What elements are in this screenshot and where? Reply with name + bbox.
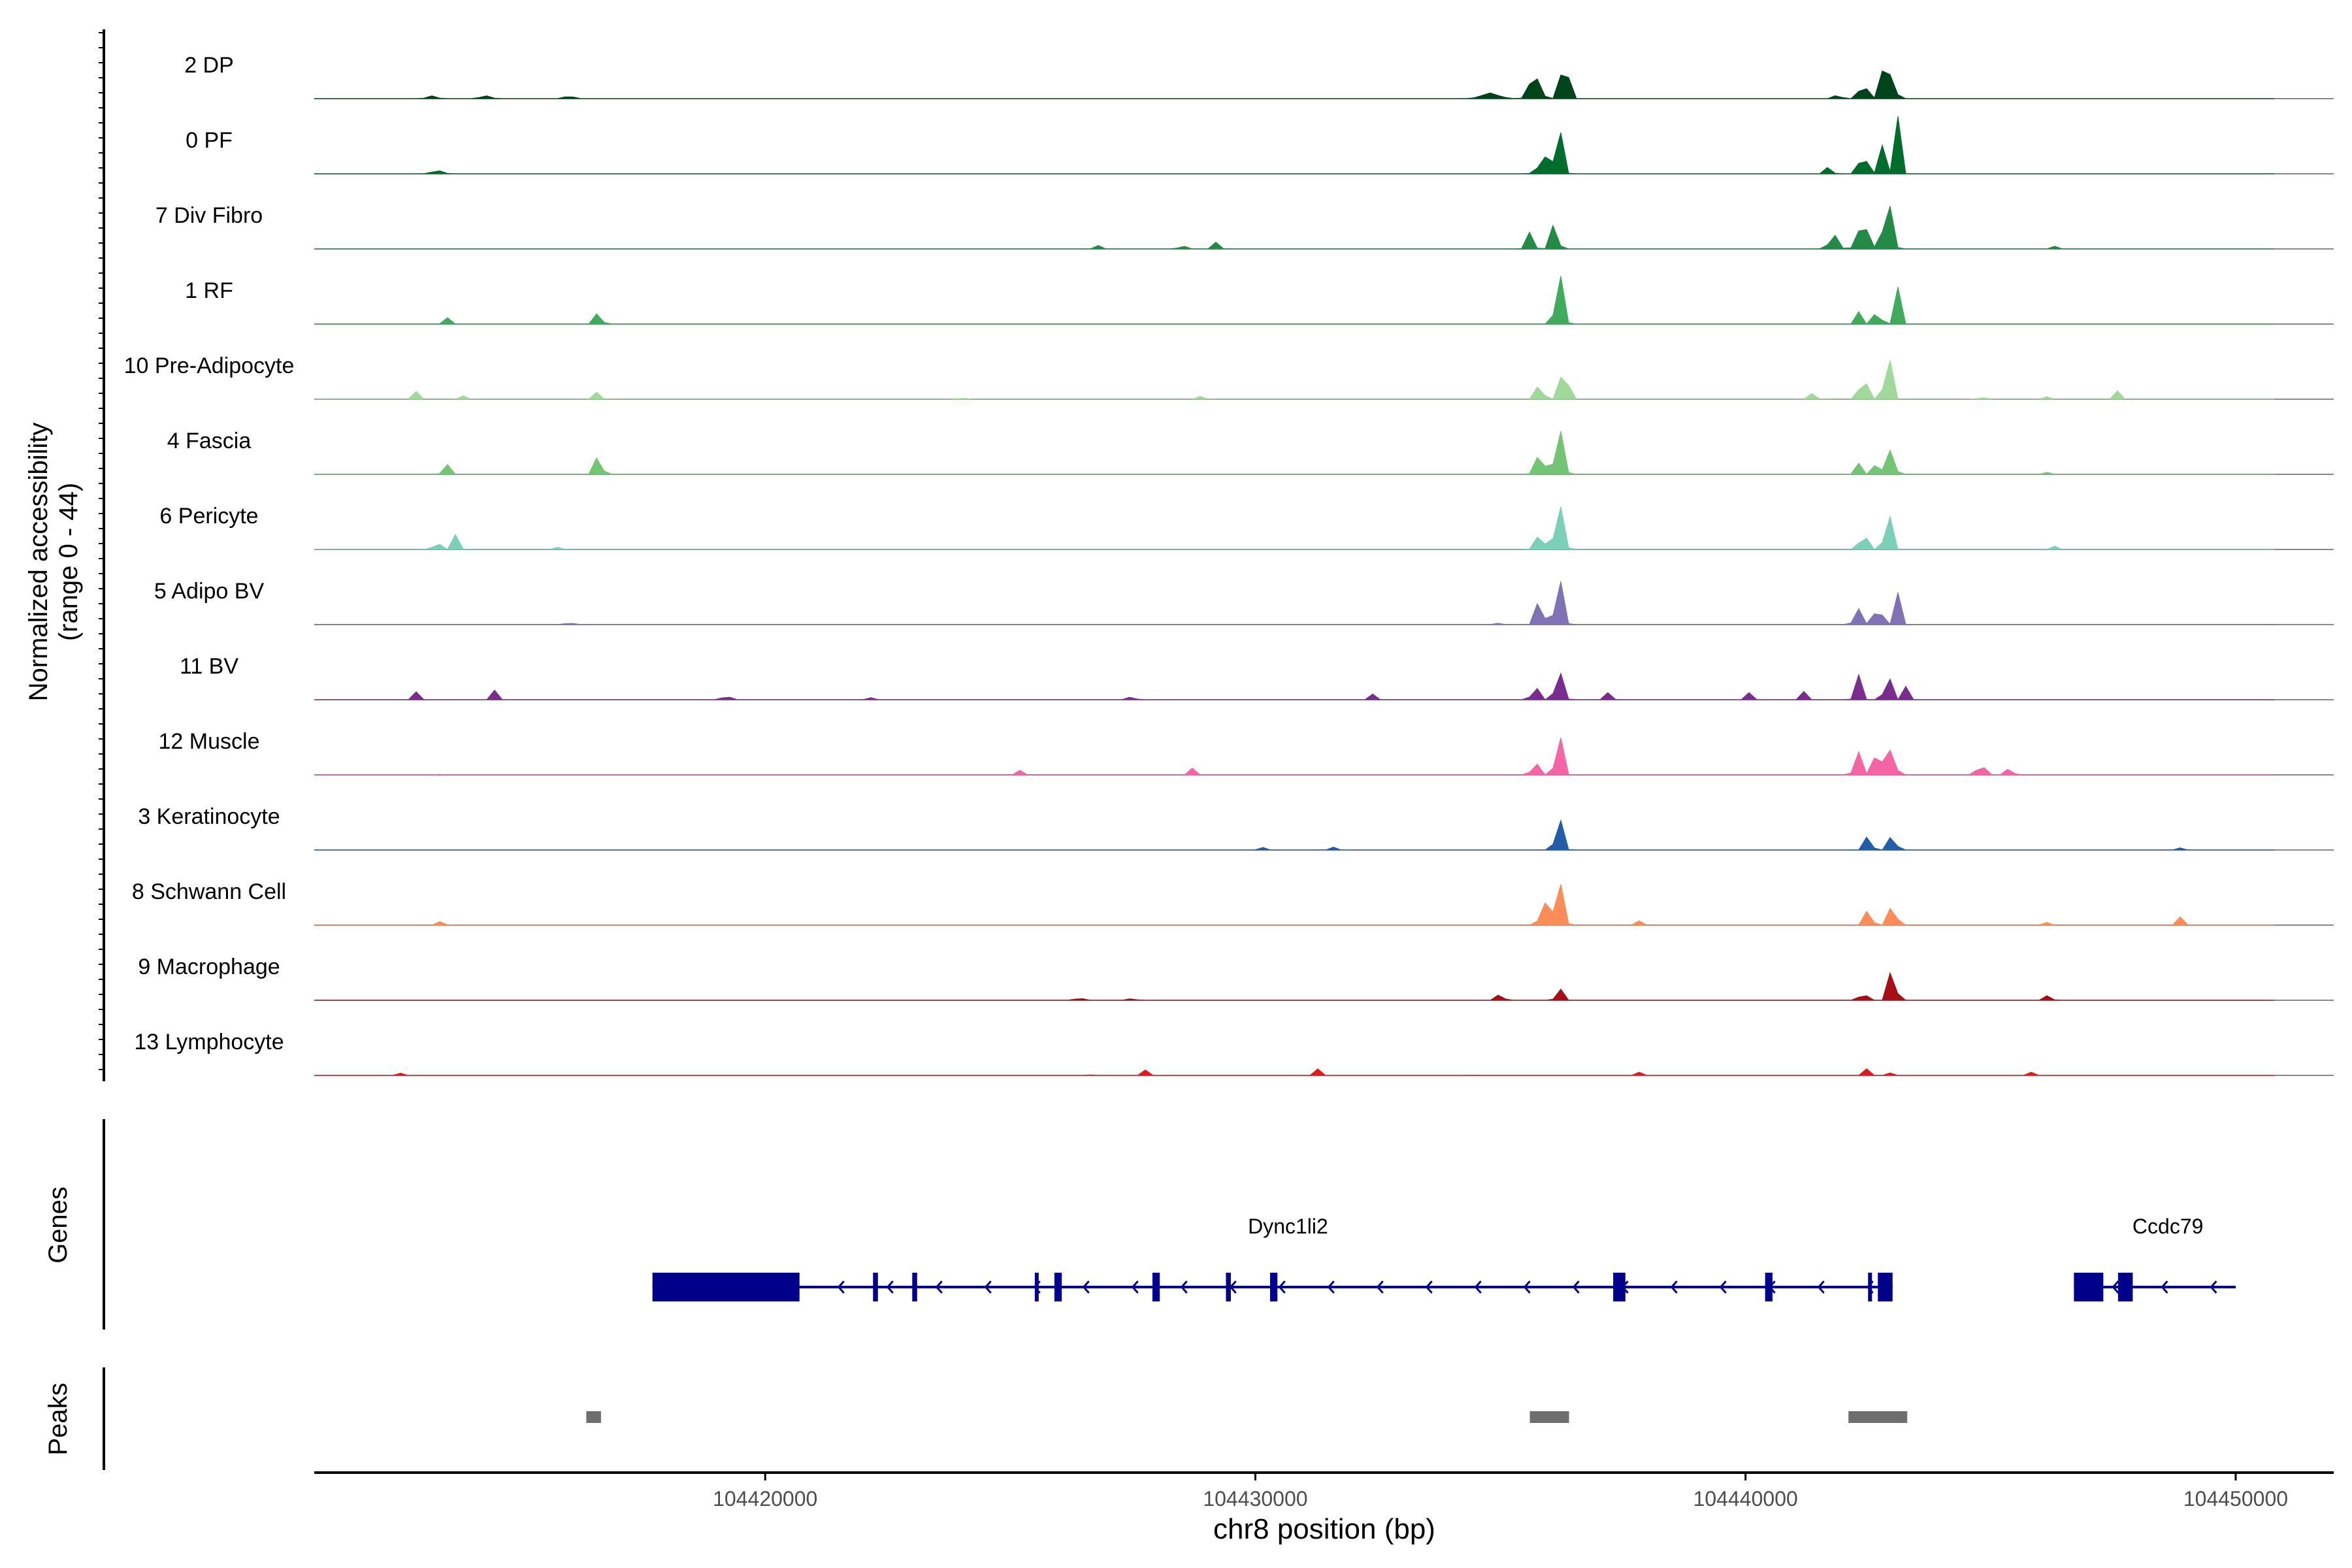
strand-arrow: [1817, 1281, 1825, 1294]
track-6-pericyte: 6 Pericyte: [159, 504, 2334, 550]
gene-exon: [2074, 1273, 2104, 1301]
strand-arrow: [2161, 1281, 2168, 1294]
y-axis-label: Normalized accessibility: [24, 423, 53, 702]
track-12-muscle: 12 Muscle: [159, 729, 2334, 776]
gene-exon: [2117, 1273, 2133, 1301]
gene-name-label: Ccdc79: [2132, 1215, 2204, 1238]
peak-regions-track: [586, 1411, 1908, 1423]
strand-arrow: [1719, 1281, 1727, 1294]
y-axis-range-label: (range 0 - 44): [54, 483, 83, 641]
genes-track-label: Genes: [44, 1186, 73, 1264]
strand-arrow: [1670, 1281, 1678, 1294]
x-axis-label: chr8 position (bp): [1213, 1513, 1435, 1545]
track-4-fascia: 4 Fascia: [167, 429, 2334, 475]
strand-arrow: [886, 1281, 894, 1294]
gene-exon: [1226, 1273, 1231, 1301]
track-signal-area: [314, 738, 2274, 776]
track-label: 9 Macrophage: [138, 955, 280, 979]
gene-exon: [652, 1273, 800, 1301]
strand-arrow: [1082, 1281, 1090, 1294]
track-label: 7 Div Fibro: [155, 203, 263, 228]
strand-arrow: [1474, 1281, 1482, 1294]
track-label: 11 BV: [180, 654, 238, 679]
gene-exon: [873, 1273, 878, 1301]
track-13-lymphocyte: 13 Lymphocyte: [134, 1030, 2334, 1076]
x-tick-label: 104440000: [1693, 1487, 1798, 1511]
strand-arrow: [1131, 1281, 1139, 1294]
track-8-schwann-cell: 8 Schwann Cell: [132, 879, 2334, 926]
gene-exon: [1878, 1273, 1893, 1301]
track-signal-area: [314, 116, 2274, 174]
gene-exon: [1765, 1273, 1772, 1301]
peak-region: [586, 1411, 601, 1423]
track-signal-area: [314, 70, 2274, 99]
gene-exon: [1034, 1273, 1039, 1301]
peak-region: [1848, 1411, 1908, 1423]
track-label: 5 Adipo BV: [154, 579, 265, 604]
strand-arrow: [935, 1281, 943, 1294]
track-5-adipo-bv: 5 Adipo BV: [154, 579, 2334, 625]
track-signal-area: [314, 972, 2274, 1001]
strand-arrow: [1180, 1281, 1188, 1294]
x-tick-label: 104430000: [1203, 1487, 1307, 1511]
track-label: 3 Keratinocyte: [138, 804, 280, 829]
track-signal-area: [314, 1068, 2274, 1076]
track-signal-area: [314, 819, 2274, 851]
x-tick-label: 104450000: [2183, 1487, 2288, 1511]
track-label: 0 PF: [186, 128, 233, 153]
strand-arrow: [1572, 1281, 1580, 1294]
strand-arrow: [984, 1281, 992, 1294]
track-11-bv: 11 BV: [180, 654, 2334, 701]
track-signal-area: [314, 672, 2274, 701]
x-tick-label: 104420000: [713, 1487, 817, 1511]
track-10-pre-adipocyte: 10 Pre-Adipocyte: [124, 353, 2334, 400]
track-9-macrophage: 9 Macrophage: [138, 955, 2334, 1001]
strand-arrow: [1278, 1281, 1286, 1294]
track-label: 13 Lymphocyte: [134, 1030, 284, 1054]
gene-dync1li2: Dync1li2: [652, 1215, 1893, 1301]
strand-arrow: [1425, 1281, 1433, 1294]
track-1-rf: 1 RF: [185, 276, 2334, 325]
track-label: 12 Muscle: [159, 729, 260, 754]
track-signal-area: [314, 581, 2274, 625]
gene-ccdc79: Ccdc79: [2074, 1215, 2236, 1301]
strand-arrow: [1376, 1281, 1384, 1294]
strand-arrow: [2210, 1281, 2217, 1294]
track-label: 10 Pre-Adipocyte: [124, 353, 295, 378]
gene-annotation-track: Dync1li2 Ccdc79: [652, 1215, 2236, 1301]
track-3-keratinocyte: 3 Keratinocyte: [138, 804, 2334, 851]
gene-exon: [1269, 1273, 1278, 1301]
peaks-track-label: Peaks: [44, 1382, 73, 1455]
track-signal-area: [314, 431, 2274, 475]
track-label: 1 RF: [185, 278, 233, 303]
track-label: 6 Pericyte: [159, 504, 258, 529]
gene-exon: [1152, 1273, 1160, 1301]
track-2-dp: 2 DP: [184, 53, 2334, 99]
track-label: 8 Schwann Cell: [132, 879, 286, 904]
track-signal-area: [314, 276, 2274, 325]
track-0-pf: 0 PF: [186, 116, 2334, 174]
track-label: 4 Fascia: [167, 429, 252, 453]
gene-exon: [1054, 1273, 1062, 1301]
peak-region: [1529, 1411, 1569, 1423]
strand-arrow: [1523, 1281, 1531, 1294]
genomic-position-x-axis: 104420000 104430000 104440000 104450000: [314, 1471, 2334, 1511]
gene-exon: [912, 1273, 917, 1301]
accessibility-tracks: 2 DP 0 PF 7 Div Fibro 1 RF 10 Pre-Adipocyte 4…: [124, 53, 2334, 1076]
gene-name-label: Dync1li2: [1248, 1215, 1328, 1238]
track-label: 2 DP: [184, 53, 234, 78]
strand-arrow: [2112, 1281, 2119, 1294]
track-signal-area: [314, 206, 2274, 250]
strand-arrow: [837, 1281, 845, 1294]
track-7-div-fibro: 7 Div Fibro: [155, 203, 2334, 250]
accessibility-y-axis: [99, 29, 105, 1081]
strand-arrow: [1327, 1281, 1335, 1294]
track-signal-area: [314, 506, 2274, 550]
gene-exon: [1868, 1273, 1872, 1301]
gene-exon: [1613, 1273, 1625, 1301]
track-signal-area: [314, 360, 2274, 400]
track-signal-area: [314, 884, 2274, 926]
